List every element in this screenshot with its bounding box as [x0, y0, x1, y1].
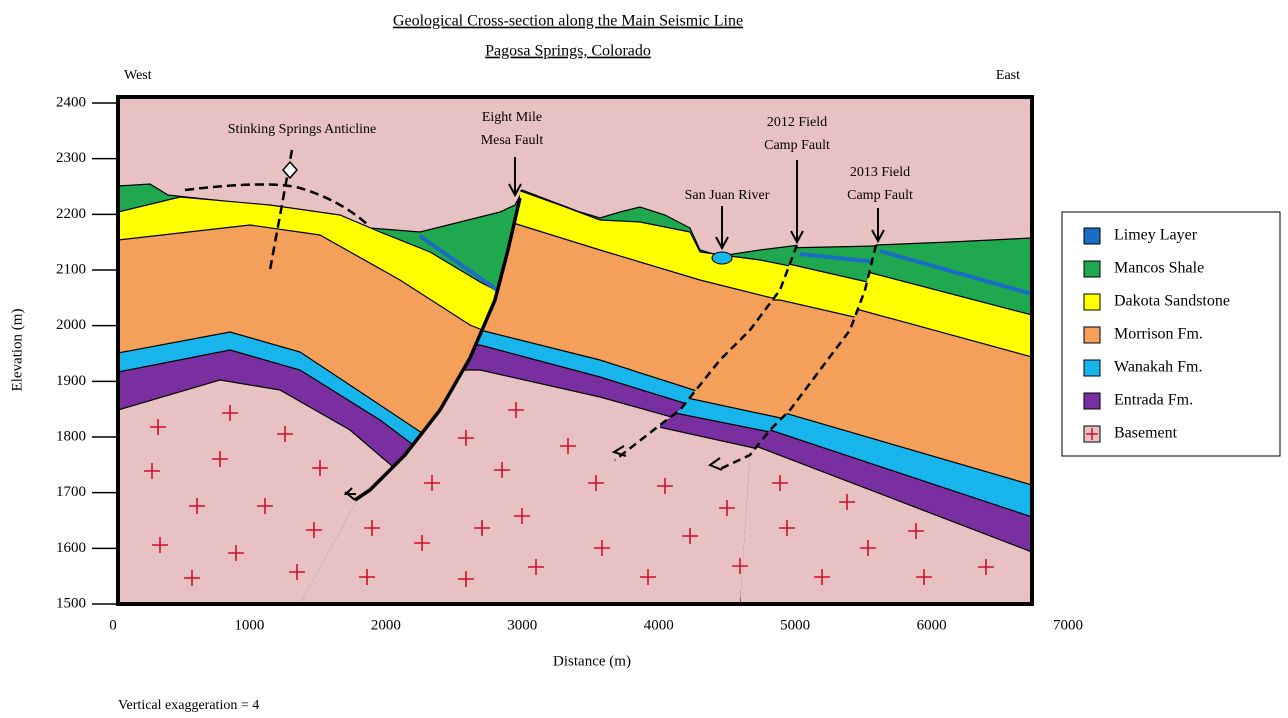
annotation: Camp Fault — [847, 188, 913, 203]
annotation: Mesa Fault — [481, 133, 544, 148]
y-tick-label: 2400 — [56, 94, 86, 110]
y-tick-label: 1900 — [56, 373, 86, 389]
legend-label: Basement — [1114, 425, 1178, 442]
annotation: Eight Mile — [482, 110, 542, 125]
y-tick-label: 1700 — [56, 484, 86, 500]
legend-swatch — [1084, 360, 1100, 376]
y-tick-label: 2100 — [56, 261, 86, 277]
x-tick-label: 6000 — [917, 617, 947, 633]
river — [712, 252, 732, 264]
x-tick-label: 5000 — [780, 617, 810, 633]
legend-label: Dakota Sandstone — [1114, 293, 1230, 310]
subtitle: Pagosa Springs, Colorado — [485, 43, 651, 60]
title: Geological Cross-section along the Main … — [393, 13, 743, 30]
y-tick-label: 2000 — [56, 317, 86, 333]
y-tick-label: 2200 — [56, 206, 86, 222]
x-axis-label: Distance (m) — [553, 653, 631, 669]
annotation: 2013 Field — [850, 165, 910, 180]
page: Geological Cross-section along the Main … — [0, 0, 1288, 718]
annotation: Camp Fault — [764, 138, 830, 153]
x-tick-label: 4000 — [644, 617, 674, 633]
annotation: San Juan River — [685, 188, 770, 203]
legend-swatch — [1084, 327, 1100, 343]
footnote: Vertical exaggeration = 4 — [118, 698, 259, 713]
legend-swatch — [1084, 294, 1100, 310]
legend-swatch — [1084, 393, 1100, 409]
legend-label: Limey Layer — [1114, 227, 1198, 244]
y-axis-label: Elevation (m) — [9, 309, 25, 392]
annotation: Stinking Springs Anticline — [228, 122, 377, 137]
y-tick-label: 1800 — [56, 428, 86, 444]
cross-section: Geological Cross-section along the Main … — [0, 0, 1288, 718]
y-tick-label: 1500 — [56, 595, 86, 611]
x-tick-label: 0 — [109, 617, 117, 633]
legend-label: Wanakah Fm. — [1114, 359, 1202, 376]
west-label: West — [124, 68, 152, 83]
y-tick-label: 2300 — [56, 150, 86, 166]
east-label: East — [996, 68, 1020, 83]
x-tick-label: 2000 — [371, 617, 401, 633]
y-tick-label: 1600 — [56, 540, 86, 556]
legend-label: Morrison Fm. — [1114, 326, 1203, 343]
x-tick-label: 7000 — [1053, 617, 1083, 633]
legend-label: Entrada Fm. — [1114, 392, 1193, 409]
annotation: 2012 Field — [767, 115, 827, 130]
legend-label: Mancos Shale — [1114, 260, 1204, 277]
x-tick-label: 3000 — [507, 617, 537, 633]
legend-swatch — [1084, 228, 1100, 244]
x-tick-label: 1000 — [234, 617, 264, 633]
legend-swatch — [1084, 261, 1100, 277]
